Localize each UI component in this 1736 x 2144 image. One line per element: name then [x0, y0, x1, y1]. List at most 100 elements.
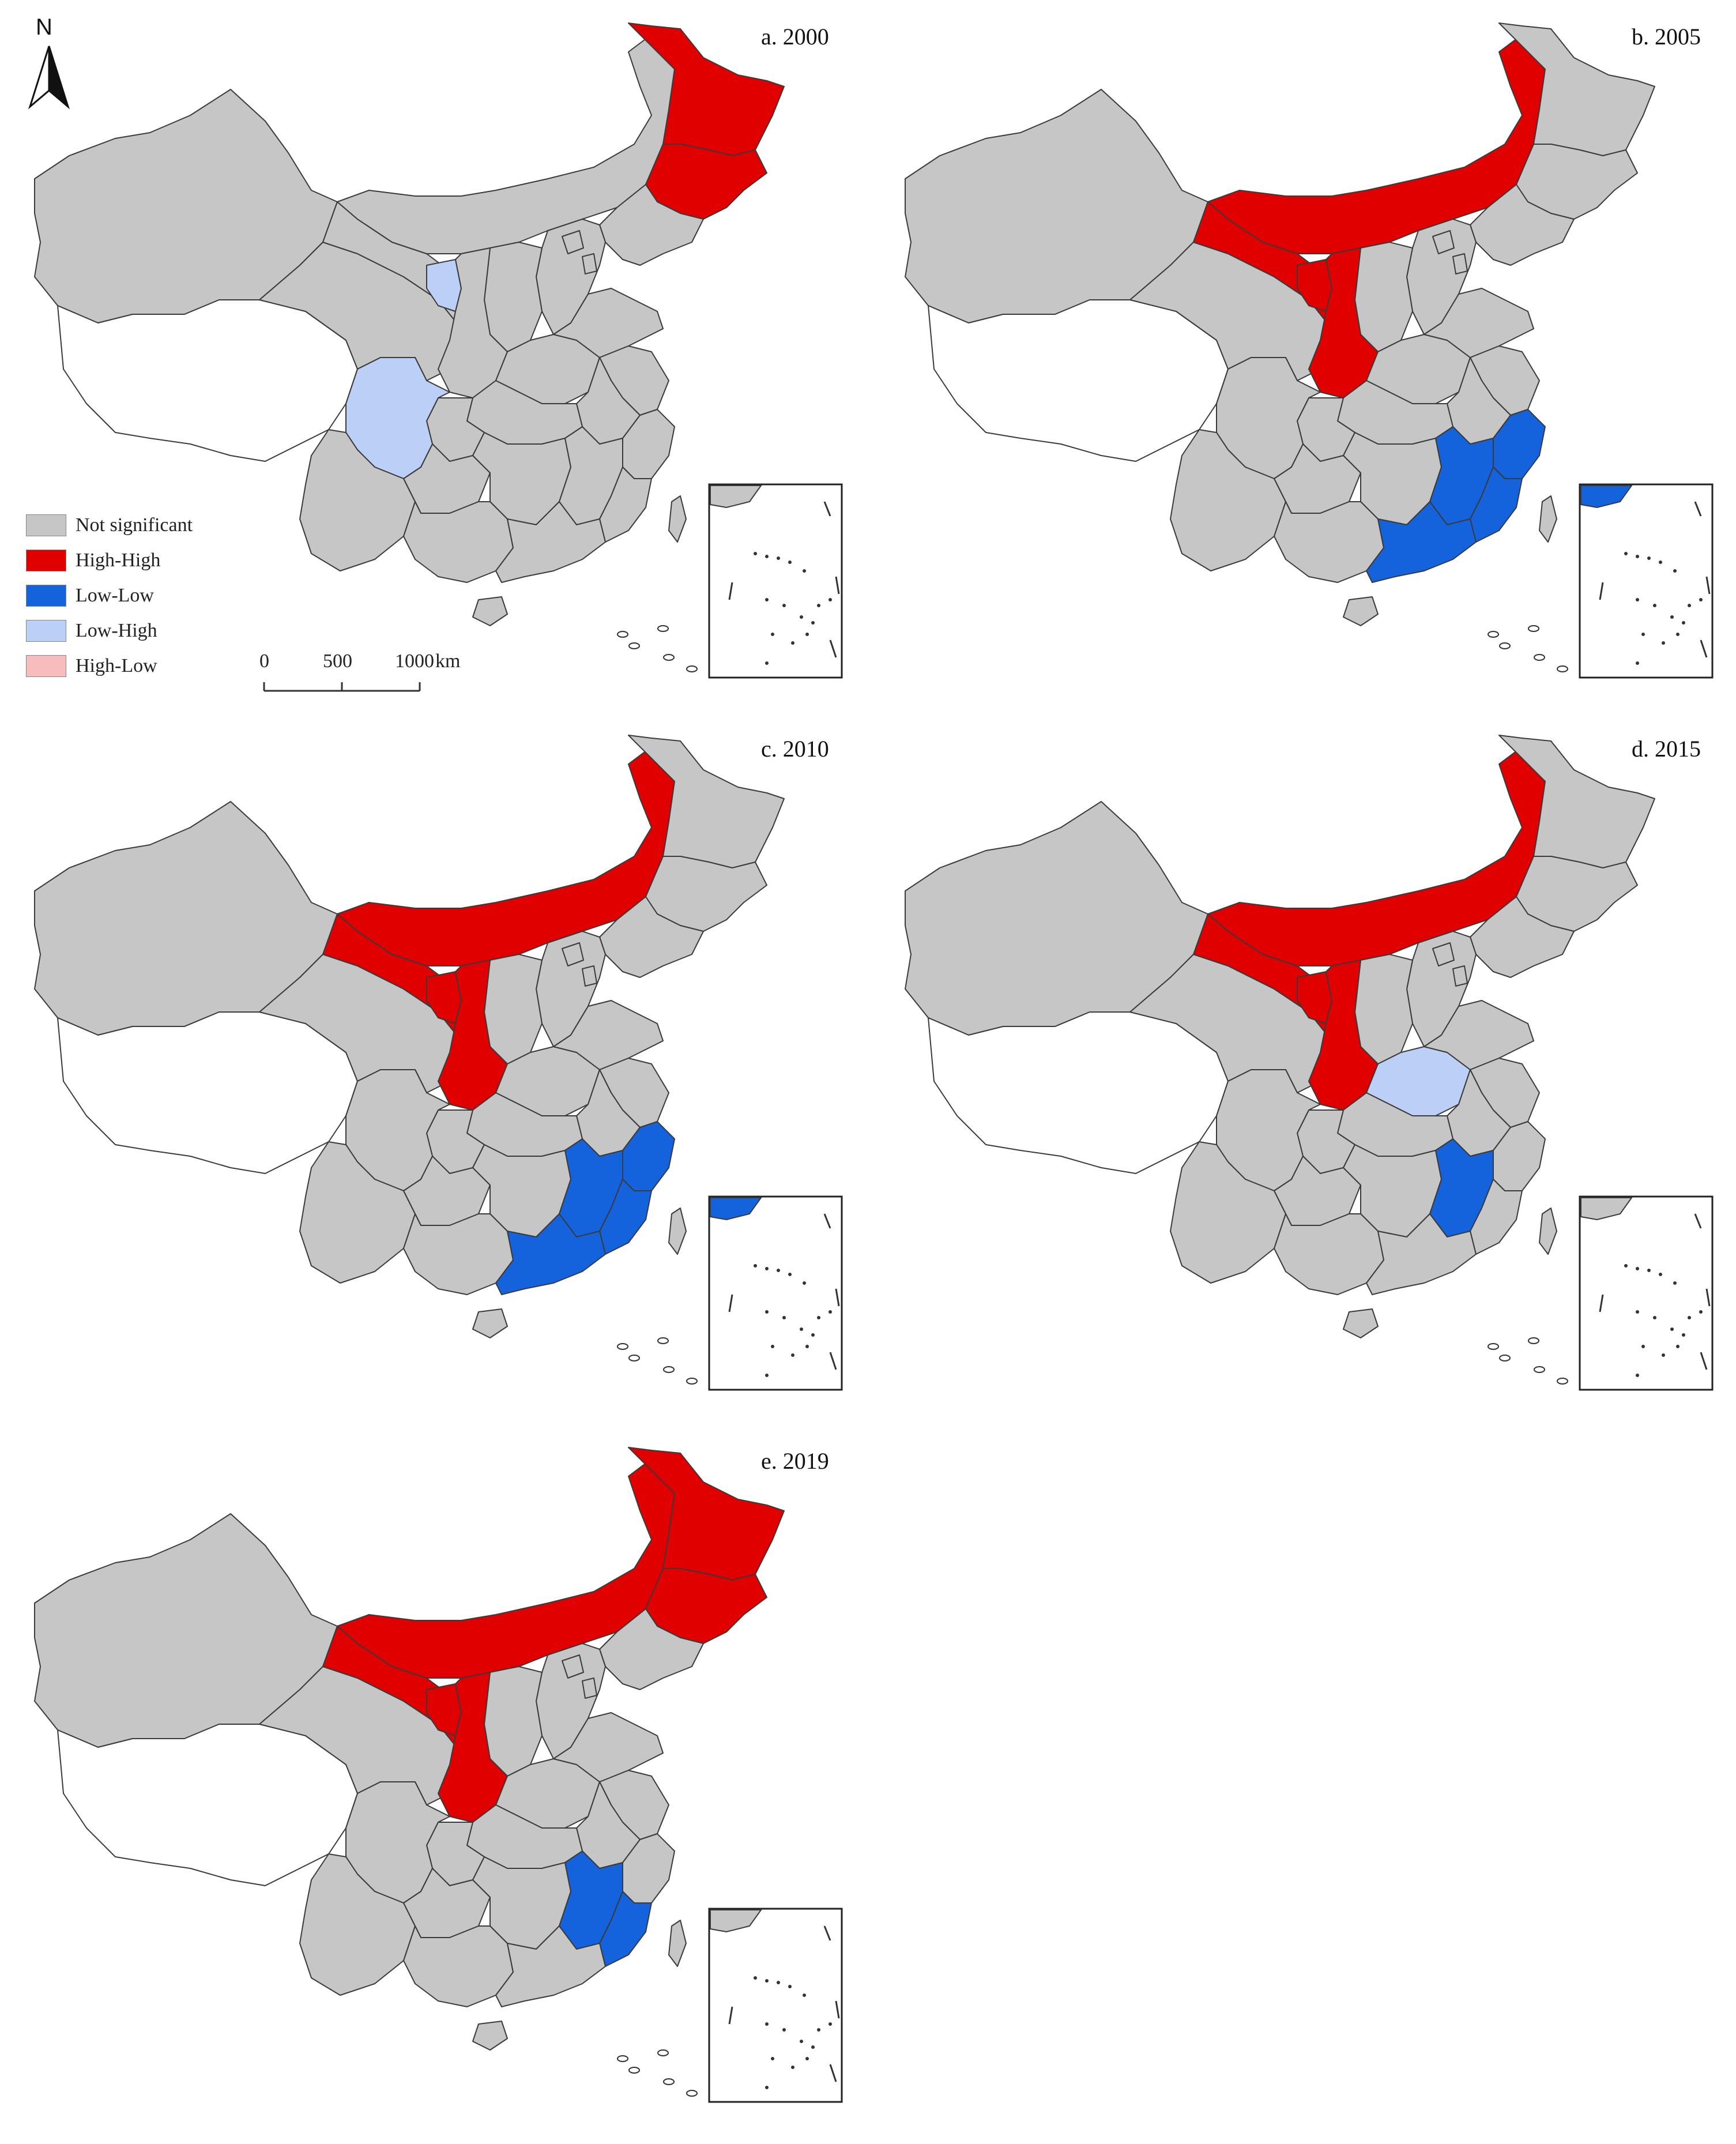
china-map-d [905, 735, 1714, 1391]
province-yunnan [1170, 429, 1286, 571]
legend-swatch [26, 584, 66, 607]
island-mark [1699, 1310, 1703, 1314]
province-tibet [57, 299, 358, 462]
island-mark [765, 1374, 769, 1377]
island-mark [765, 2022, 769, 2026]
island-mark [777, 556, 780, 560]
island-mark [1688, 1316, 1691, 1319]
province-shaanxi [1308, 247, 1379, 398]
island-mark [782, 604, 786, 607]
panel-label: d. 2015 [1632, 736, 1701, 762]
province-taiwan [1539, 495, 1557, 543]
province-shanxi [1354, 954, 1413, 1065]
province-yunnan [299, 1853, 416, 1996]
island-mark [754, 1264, 757, 1267]
province-shanxi [484, 954, 543, 1065]
legend-swatch [26, 619, 66, 642]
sea-island [628, 1355, 640, 1361]
province-yunnan [299, 1141, 416, 1284]
island-mark [1636, 661, 1639, 665]
island-mark [817, 2028, 820, 2032]
province-shandong [1424, 288, 1534, 358]
sea-island [1528, 1337, 1539, 1344]
province-guangdong [495, 1213, 606, 1295]
sea-island [657, 1337, 669, 1344]
island-mark [805, 633, 809, 636]
province-hainan [1343, 596, 1379, 626]
province-shanxi [484, 1666, 543, 1777]
north-label: N [36, 14, 52, 40]
inset-islands [1580, 485, 1711, 665]
boundary-dash [1599, 1294, 1604, 1312]
province-shanxi [484, 242, 543, 352]
island-mark [1670, 615, 1674, 619]
island-mark [1624, 1264, 1628, 1267]
sea-island [617, 2055, 628, 2062]
legend-label: High-High [76, 549, 161, 571]
province-tianjin [1452, 965, 1468, 987]
island-mark [1636, 1267, 1639, 1270]
island-mark [782, 2028, 786, 2032]
province-guangdong [495, 501, 606, 583]
boundary-dash [728, 2006, 733, 2025]
province-beijing [1432, 230, 1455, 254]
sea-island [1534, 654, 1545, 661]
island-mark [805, 2057, 809, 2060]
island-mark [1662, 1353, 1665, 1357]
province-shandong [1424, 1000, 1534, 1070]
scale-tick-1000: 1000 [395, 650, 434, 672]
province-yunnan [1170, 1141, 1286, 1284]
boundary-dash [835, 2000, 840, 2019]
legend-label: Not significant [76, 514, 193, 536]
island-mark [817, 604, 820, 607]
legend-label: Low-Low [76, 584, 154, 606]
sea-island [1534, 1366, 1545, 1373]
island-mark [1676, 633, 1679, 636]
province-taiwan [668, 495, 687, 543]
boundary-dash [1700, 1352, 1708, 1370]
province-hainan [472, 2021, 508, 2051]
boundary-dash [823, 1925, 831, 1941]
province-tibet [928, 1011, 1229, 1174]
boundary-dash [829, 640, 837, 658]
sea-island [1499, 1355, 1511, 1361]
panel-label: b. 2005 [1632, 24, 1701, 50]
legend-item-high-low: High-Low [26, 648, 193, 683]
island-mark [765, 598, 769, 601]
boundary-dash [823, 1213, 831, 1229]
province-hainan [1343, 1308, 1379, 1338]
province-beijing [562, 1654, 584, 1679]
island-mark [777, 1269, 780, 1272]
island-mark [754, 1976, 757, 1980]
island-mark [805, 1345, 809, 1348]
legend-swatch [26, 514, 66, 536]
legend-swatch [26, 655, 66, 677]
island-mark [803, 569, 806, 573]
island-mark [1659, 1273, 1662, 1276]
province-beijing [562, 942, 584, 966]
island-mark [811, 2045, 815, 2049]
inset-mainland [1580, 1197, 1633, 1221]
map-panel-e: e. 2019 [0, 1424, 843, 2105]
boundary-dash [829, 1352, 837, 1370]
boundary-dash [728, 1294, 733, 1312]
island-mark [771, 2057, 774, 2060]
province-shandong [553, 1000, 664, 1070]
province-shandong [553, 1712, 664, 1782]
legend-swatch [26, 549, 66, 571]
sea-island [628, 2067, 640, 2074]
sea-island [1488, 631, 1499, 638]
island-mark [829, 1310, 832, 1314]
island-mark [829, 598, 832, 601]
province-yunnan [299, 429, 416, 571]
province-beijing [1432, 942, 1455, 966]
province-shaanxi [438, 247, 508, 398]
island-mark [771, 1345, 774, 1348]
province-beijing [562, 230, 584, 254]
legend: Not significant High-High Low-Low Low-Hi… [26, 507, 193, 683]
sea-island [663, 654, 675, 661]
island-mark [1659, 561, 1662, 564]
island-mark [1670, 1327, 1674, 1331]
sea-island [663, 1366, 675, 1373]
sea-island [617, 1343, 628, 1350]
